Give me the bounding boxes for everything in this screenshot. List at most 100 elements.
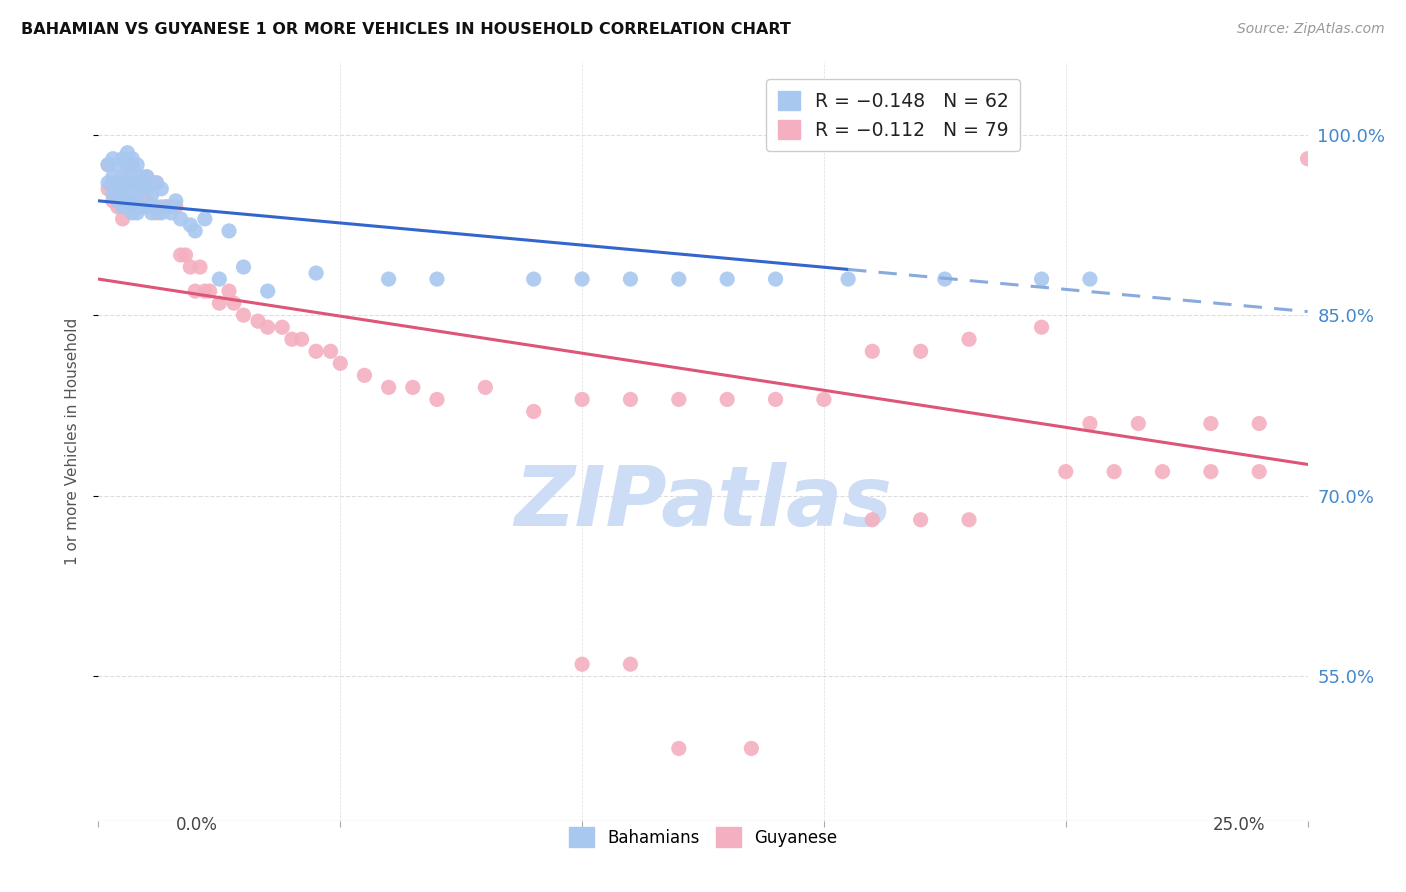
Point [860, 344, 883, 359]
Point [117, 200, 139, 214]
Text: Source: ZipAtlas.com: Source: ZipAtlas.com [1237, 22, 1385, 37]
Point [135, 169, 157, 184]
Point [107, 176, 129, 190]
Point [131, 169, 153, 184]
Point [1102, 465, 1125, 479]
Point [117, 187, 139, 202]
Point [957, 332, 980, 346]
Point [127, 176, 149, 190]
Point [765, 272, 787, 286]
Point [174, 248, 197, 262]
Point [141, 200, 163, 214]
Point [131, 182, 153, 196]
Point [111, 200, 134, 214]
Point [837, 272, 859, 286]
Point [1078, 272, 1101, 286]
Point [1078, 417, 1101, 431]
Point [716, 392, 738, 407]
Point [117, 158, 139, 172]
Point [127, 206, 149, 220]
Point [111, 169, 134, 184]
Point [135, 182, 157, 196]
Point [184, 284, 207, 298]
Point [101, 169, 124, 184]
Point [121, 163, 143, 178]
Point [145, 176, 167, 190]
Point [619, 272, 641, 286]
Point [101, 187, 124, 202]
Point [135, 169, 157, 184]
Point [232, 308, 254, 322]
Point [107, 200, 129, 214]
Point [474, 380, 496, 394]
Point [101, 152, 124, 166]
Text: ZIPatlas: ZIPatlas [515, 462, 891, 542]
Point [402, 380, 425, 394]
Point [934, 272, 956, 286]
Point [1249, 465, 1271, 479]
Point [668, 392, 690, 407]
Point [141, 206, 163, 220]
Point [571, 272, 593, 286]
Point [155, 200, 177, 214]
Point [1031, 272, 1053, 286]
Point [145, 200, 167, 214]
Point [160, 206, 183, 220]
Point [329, 356, 352, 370]
Point [619, 392, 641, 407]
Point [194, 284, 217, 298]
Point [135, 200, 157, 214]
Point [716, 272, 738, 286]
Point [101, 194, 124, 208]
Point [131, 200, 153, 214]
Point [353, 368, 375, 383]
Point [111, 187, 134, 202]
Point [121, 194, 143, 208]
Point [111, 152, 134, 166]
Point [97, 158, 120, 172]
Point [194, 211, 217, 226]
Point [127, 187, 149, 202]
Point [1054, 465, 1077, 479]
Point [813, 392, 835, 407]
Point [145, 176, 167, 190]
Point [765, 392, 787, 407]
Point [131, 200, 153, 214]
Point [188, 260, 211, 274]
Text: 25.0%: 25.0% [1213, 816, 1265, 834]
Point [107, 176, 129, 190]
Point [426, 392, 449, 407]
Point [107, 158, 129, 172]
Point [377, 272, 399, 286]
Point [218, 284, 240, 298]
Point [127, 158, 149, 172]
Point [860, 513, 883, 527]
Point [957, 513, 980, 527]
Point [571, 392, 593, 407]
Point [150, 182, 173, 196]
Point [256, 320, 278, 334]
Point [426, 272, 449, 286]
Point [145, 206, 167, 220]
Point [910, 344, 932, 359]
Point [198, 284, 221, 298]
Point [218, 224, 240, 238]
Point [131, 176, 153, 190]
Point [160, 200, 183, 214]
Point [97, 158, 120, 172]
Point [169, 248, 191, 262]
Point [155, 200, 177, 214]
Point [111, 211, 134, 226]
Point [305, 266, 328, 280]
Point [1199, 465, 1222, 479]
Point [141, 187, 163, 202]
Point [1152, 465, 1174, 479]
Point [247, 314, 270, 328]
Point [121, 176, 143, 190]
Point [111, 182, 134, 196]
Point [668, 272, 690, 286]
Point [127, 176, 149, 190]
Point [1249, 417, 1271, 431]
Point [121, 176, 143, 190]
Point [271, 320, 294, 334]
